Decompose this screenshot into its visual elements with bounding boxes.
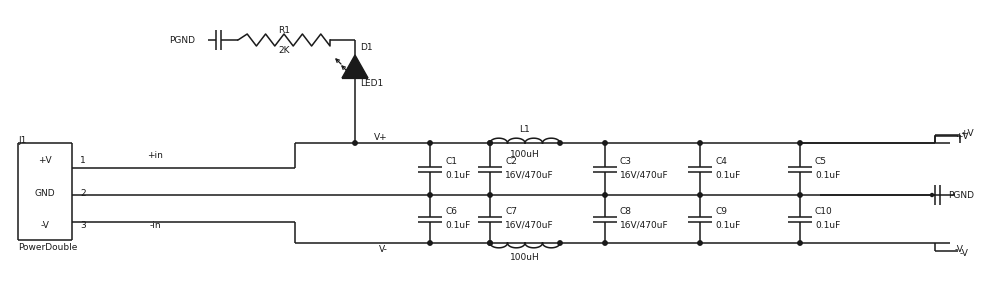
- Circle shape: [798, 141, 802, 145]
- Text: 16V/470uF: 16V/470uF: [505, 171, 554, 180]
- Text: C7: C7: [505, 206, 517, 216]
- Text: C9: C9: [715, 206, 727, 216]
- Text: GND: GND: [35, 188, 55, 198]
- Circle shape: [798, 193, 802, 197]
- Circle shape: [603, 141, 607, 145]
- Text: 2: 2: [80, 188, 86, 198]
- Circle shape: [488, 193, 492, 197]
- Circle shape: [698, 193, 702, 197]
- Text: C4: C4: [715, 156, 727, 166]
- Text: PGND: PGND: [169, 36, 195, 44]
- Text: -V: -V: [960, 250, 969, 258]
- Text: C10: C10: [815, 206, 833, 216]
- Circle shape: [930, 193, 933, 196]
- Text: C6: C6: [445, 206, 457, 216]
- Text: V-: V-: [379, 245, 388, 253]
- Circle shape: [488, 141, 492, 145]
- Text: 16V/470uF: 16V/470uF: [620, 220, 669, 230]
- Text: +in: +in: [147, 151, 163, 160]
- Text: 0.1uF: 0.1uF: [445, 220, 470, 230]
- Text: 0.1uF: 0.1uF: [715, 220, 740, 230]
- Text: +V: +V: [38, 156, 52, 165]
- Text: 2K: 2K: [278, 46, 290, 54]
- Text: R1: R1: [278, 26, 290, 34]
- Text: J1: J1: [18, 136, 26, 144]
- Text: -V: -V: [955, 245, 964, 255]
- Circle shape: [353, 141, 357, 145]
- Text: PGND: PGND: [948, 191, 974, 200]
- Text: 3: 3: [80, 221, 86, 230]
- Text: C2: C2: [505, 156, 517, 166]
- Circle shape: [798, 241, 802, 245]
- Text: LED1: LED1: [360, 78, 383, 88]
- Text: C3: C3: [620, 156, 632, 166]
- Circle shape: [698, 241, 702, 245]
- Text: 100uH: 100uH: [510, 253, 540, 261]
- Circle shape: [488, 141, 492, 145]
- Text: L1: L1: [520, 124, 530, 133]
- Circle shape: [428, 141, 432, 145]
- Text: PowerDouble: PowerDouble: [18, 243, 77, 253]
- Circle shape: [698, 141, 702, 145]
- Circle shape: [488, 241, 492, 245]
- Circle shape: [428, 241, 432, 245]
- Circle shape: [603, 241, 607, 245]
- Text: V+: V+: [374, 133, 388, 141]
- Text: 100uH: 100uH: [510, 150, 540, 158]
- Text: C5: C5: [815, 156, 827, 166]
- Text: -V: -V: [41, 221, 49, 230]
- Circle shape: [428, 193, 432, 197]
- Text: 0.1uF: 0.1uF: [445, 171, 470, 180]
- Circle shape: [488, 241, 492, 245]
- Text: 0.1uF: 0.1uF: [815, 220, 840, 230]
- Text: 0.1uF: 0.1uF: [715, 171, 740, 180]
- Text: +V: +V: [960, 128, 974, 138]
- Circle shape: [603, 193, 607, 197]
- Text: 16V/470uF: 16V/470uF: [505, 220, 554, 230]
- Text: C1: C1: [445, 156, 457, 166]
- Polygon shape: [342, 55, 368, 78]
- Text: C8: C8: [620, 206, 632, 216]
- Text: -in: -in: [149, 220, 161, 230]
- Text: +V: +V: [955, 131, 969, 141]
- Circle shape: [558, 241, 562, 245]
- Circle shape: [558, 141, 562, 145]
- Text: 16V/470uF: 16V/470uF: [620, 171, 669, 180]
- Text: D1: D1: [360, 43, 373, 51]
- Text: 0.1uF: 0.1uF: [815, 171, 840, 180]
- Text: 1: 1: [80, 156, 86, 165]
